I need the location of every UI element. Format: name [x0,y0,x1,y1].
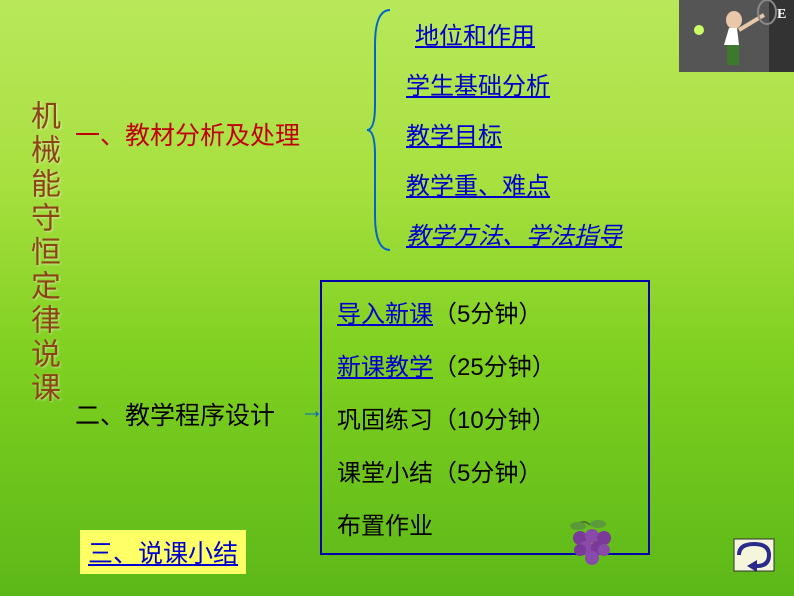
program-design-box: 导入新课（5分钟） 新课教学（25分钟） 巩固练习（10分钟） 课堂小结（5分钟… [320,280,650,555]
vertical-title: 机械能守恒定律说课 [20,100,64,406]
link-key-difficulty[interactable]: 教学重、难点 [406,166,550,201]
link-lesson-summary[interactable]: 三、说课小结 [88,541,238,568]
box-item-intro: 导入新课（5分钟） [337,294,633,329]
link-new-lesson[interactable]: 新课教学 [337,354,433,381]
link-teaching-goal[interactable]: 教学目标 [406,116,502,151]
section3-container: 三、说课小结 [80,530,246,574]
link-teaching-method[interactable]: 教学方法、学法指导 [406,216,622,251]
back-button-icon[interactable] [729,534,779,576]
box-item-practice: 巩固练习（10分钟） [337,400,633,435]
box-item-newlesson: 新课教学（25分钟） [337,347,633,382]
box-item-summary: 课堂小结（5分钟） [337,453,633,488]
svg-text:E: E [777,7,786,22]
link-position-role[interactable]: 地位和作用 [415,16,535,51]
tennis-player-image: E [679,0,794,72]
brace-bracket [365,5,395,255]
link-student-analysis[interactable]: 学生基础分析 [406,66,550,101]
grape-icon [560,520,625,575]
link-intro-lesson[interactable]: 导入新课 [337,301,433,328]
section2-heading: 二、教学程序设计 [75,396,275,432]
newlesson-duration: （25分钟） [433,354,556,381]
intro-duration: （5分钟） [433,301,542,328]
section1-heading: 一、教材分析及处理 [75,116,300,152]
